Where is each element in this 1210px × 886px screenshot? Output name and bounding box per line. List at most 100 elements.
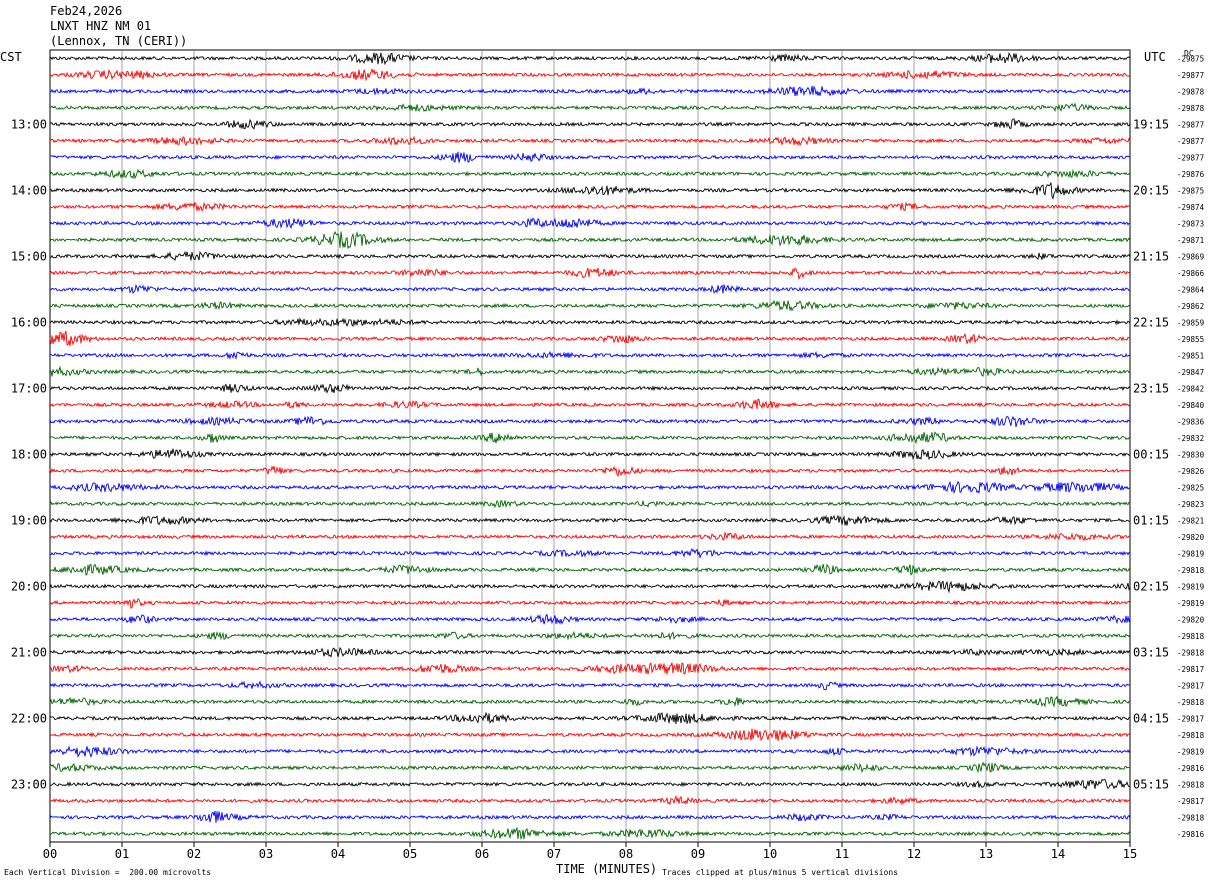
x-tick-label-10: 10 xyxy=(763,847,777,861)
utc-label-0015: 00:15 xyxy=(1133,447,1169,461)
dc-offset-row-8: -29875 xyxy=(1177,186,1204,195)
utc-label-2215: 22:15 xyxy=(1133,315,1169,329)
cst-label-2000: 20:00 xyxy=(11,579,47,593)
cst-label-2300: 23:00 xyxy=(11,777,47,791)
cst-label-1400: 14:00 xyxy=(11,183,47,197)
utc-label-1915: 19:15 xyxy=(1133,117,1169,131)
trace-row-28 xyxy=(49,514,1131,526)
x-tick-label-07: 07 xyxy=(547,847,561,861)
x-tick-label-14: 14 xyxy=(1051,847,1065,861)
x-tick-label-01: 01 xyxy=(115,847,129,861)
cst-label-2200: 22:00 xyxy=(11,711,47,725)
dc-header-label: DC xyxy=(1184,49,1194,58)
trace-row-12 xyxy=(49,250,1131,262)
dc-offset-row-33: -29819 xyxy=(1177,599,1204,608)
utc-label-2115: 21:15 xyxy=(1133,249,1169,263)
trace-row-43 xyxy=(49,761,1131,774)
x-axis-ticks: 00 01 02 03 04 05 06 07 08 09 10 11 12 13 14 15 xyxy=(43,842,1137,861)
dc-offset-row-28: -29821 xyxy=(1177,516,1204,525)
dc-offset-row-2: -29878 xyxy=(1177,87,1205,96)
x-tick-label-08: 08 xyxy=(619,847,633,861)
x-tick-label-05: 05 xyxy=(403,847,417,861)
dc-offset-row-36: -29818 xyxy=(1177,648,1205,657)
dc-offset-row-0: -29875 xyxy=(1177,54,1204,63)
trace-row-21 xyxy=(49,398,1131,410)
trace-row-3 xyxy=(49,102,1131,113)
scale-note: Each Vertical Division = 200.00 microvol… xyxy=(4,868,212,877)
dc-offset-row-34: -29820 xyxy=(1177,615,1205,624)
dc-offset-row-39: -29818 xyxy=(1177,698,1205,707)
trace-row-44 xyxy=(49,778,1131,791)
utc-label-2015: 20:15 xyxy=(1133,183,1169,197)
trace-row-0 xyxy=(49,52,1131,66)
cst-label-2100: 21:00 xyxy=(11,645,47,659)
trace-row-33 xyxy=(49,597,1131,609)
trace-row-16 xyxy=(49,317,1131,328)
trace-row-37 xyxy=(49,662,1131,675)
trace-row-19 xyxy=(49,365,1131,377)
dc-offset-row-20: -29842 xyxy=(1177,384,1204,393)
trace-row-35 xyxy=(49,630,1131,641)
trace-row-20 xyxy=(49,383,1131,394)
trace-row-6 xyxy=(49,151,1131,163)
cst-label-1800: 18:00 xyxy=(11,447,47,461)
left-timezone-label: CST xyxy=(0,50,22,64)
dc-offset-row-44: -29818 xyxy=(1177,780,1205,789)
trace-row-31 xyxy=(49,563,1131,576)
dc-offset-row-45: -29817 xyxy=(1177,797,1204,806)
trace-row-45 xyxy=(49,794,1131,806)
station-location: (Lennox, TN (CERI)) xyxy=(50,34,188,48)
dc-offset-row-11: -29871 xyxy=(1177,236,1204,245)
trace-row-11 xyxy=(49,230,1131,250)
station-code: LNXT HNZ NM 01 xyxy=(50,19,152,33)
x-tick-label-02: 02 xyxy=(187,847,201,861)
dc-offset-row-21: -29840 xyxy=(1177,401,1205,410)
trace-row-2 xyxy=(49,85,1131,97)
trace-row-42 xyxy=(49,745,1131,758)
trace-row-34 xyxy=(49,613,1131,625)
utc-label-2315: 23:15 xyxy=(1133,381,1169,395)
dc-offset-row-17: -29855 xyxy=(1177,335,1204,344)
dc-offset-row-9: -29874 xyxy=(1177,203,1205,212)
dc-offset-row-4: -29877 xyxy=(1177,120,1204,129)
trace-row-32 xyxy=(49,580,1131,594)
x-tick-label-09: 09 xyxy=(691,847,705,861)
dc-offset-row-23: -29832 xyxy=(1177,434,1204,443)
dc-offset-row-29: -29820 xyxy=(1177,533,1205,542)
dc-offset-row-15: -29862 xyxy=(1177,302,1204,311)
dc-offset-row-25: -29826 xyxy=(1177,467,1205,476)
dc-offset-row-18: -29851 xyxy=(1177,351,1204,360)
cst-label-1900: 19:00 xyxy=(11,513,47,527)
trace-row-4 xyxy=(49,118,1131,130)
clip-note: Traces clipped at plus/minus 5 vertical … xyxy=(662,868,899,877)
x-tick-label-15: 15 xyxy=(1123,847,1137,861)
dc-offset-row-47: -29816 xyxy=(1177,830,1205,839)
trace-row-13 xyxy=(49,267,1131,281)
trace-row-27 xyxy=(49,499,1131,509)
trace-row-41 xyxy=(49,728,1131,742)
trace-row-18 xyxy=(49,350,1131,360)
dc-offset-row-31: -29818 xyxy=(1177,566,1205,575)
dc-offset-row-35: -29818 xyxy=(1177,632,1205,641)
seismic-traces xyxy=(49,52,1131,841)
dc-offset-row-46: -29818 xyxy=(1177,813,1205,822)
cst-label-1700: 17:00 xyxy=(11,381,47,395)
x-tick-label-04: 04 xyxy=(331,847,345,861)
trace-row-38 xyxy=(49,680,1131,691)
utc-label-0215: 02:15 xyxy=(1133,579,1169,593)
dc-offset-row-22: -29836 xyxy=(1177,417,1205,426)
trace-row-30 xyxy=(49,547,1131,558)
trace-row-17 xyxy=(49,330,1131,347)
dc-offset-row-32: -29819 xyxy=(1177,582,1204,591)
x-axis-title: TIME (MINUTES) xyxy=(556,862,658,876)
utc-label-0115: 01:15 xyxy=(1133,513,1169,527)
x-tick-label-03: 03 xyxy=(259,847,273,861)
trace-row-22 xyxy=(49,415,1131,428)
trace-row-29 xyxy=(49,531,1131,542)
trace-row-24 xyxy=(49,448,1131,461)
dc-offset-row-24: -29830 xyxy=(1177,450,1205,459)
dc-offset-row-14: -29864 xyxy=(1177,285,1205,294)
dc-offset-row-3: -29878 xyxy=(1177,104,1205,113)
dc-offset-row-40: -29817 xyxy=(1177,714,1204,723)
